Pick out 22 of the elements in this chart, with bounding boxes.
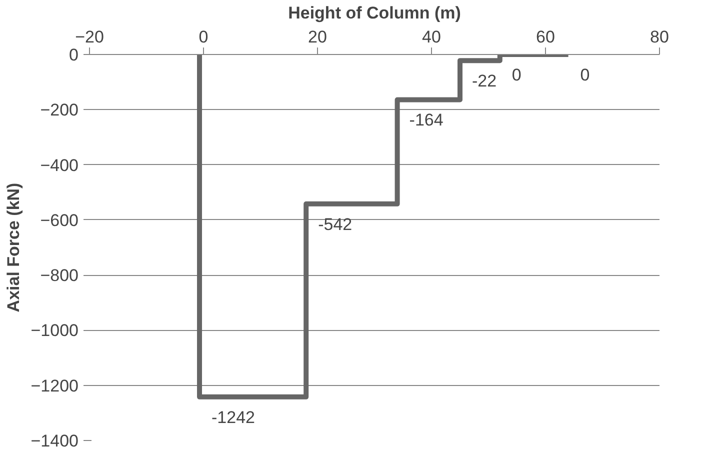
y-tick-label: −1200 xyxy=(30,376,79,396)
x-tick-label: 0 xyxy=(198,28,208,46)
x-tick-label: 80 xyxy=(650,28,669,46)
y-tick-label: −800 xyxy=(40,266,79,286)
x-tick-label: 60 xyxy=(536,28,555,46)
y-tick-label: −600 xyxy=(40,210,79,230)
y-axis-title: Axial Force (kN) xyxy=(4,182,23,312)
data-label: -542 xyxy=(318,214,352,234)
x-tick-label: 40 xyxy=(422,28,441,46)
y-tick-label: −200 xyxy=(40,100,79,120)
data-label: -1242 xyxy=(212,408,255,427)
x-axis-title: Height of Column (m) xyxy=(288,4,461,22)
y-tick-label: −400 xyxy=(40,156,79,175)
data-label: 0 xyxy=(580,66,590,84)
y-tick-label: 0 xyxy=(69,46,79,64)
data-label: 0 xyxy=(512,66,522,84)
x-tick-label: −20 xyxy=(75,28,104,46)
x-tick-label: 20 xyxy=(308,28,327,46)
data-label: -164 xyxy=(409,110,444,130)
y-tick-label: −1400 xyxy=(30,432,79,450)
y-tick-label: −1000 xyxy=(30,321,79,340)
data-label: -22 xyxy=(472,72,497,91)
